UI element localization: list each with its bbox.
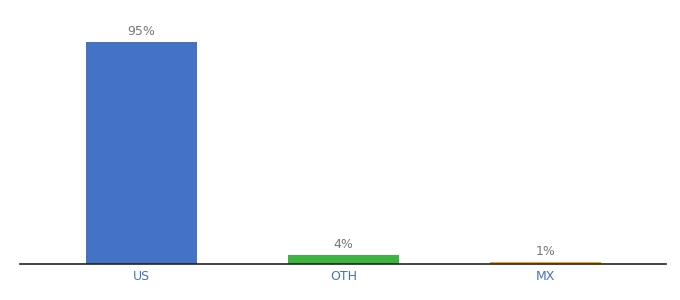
Bar <box>288 255 399 264</box>
Bar <box>490 262 601 264</box>
Bar <box>86 42 197 264</box>
Text: 95%: 95% <box>128 25 156 38</box>
Text: 1%: 1% <box>535 245 555 258</box>
Text: 4%: 4% <box>333 238 354 251</box>
